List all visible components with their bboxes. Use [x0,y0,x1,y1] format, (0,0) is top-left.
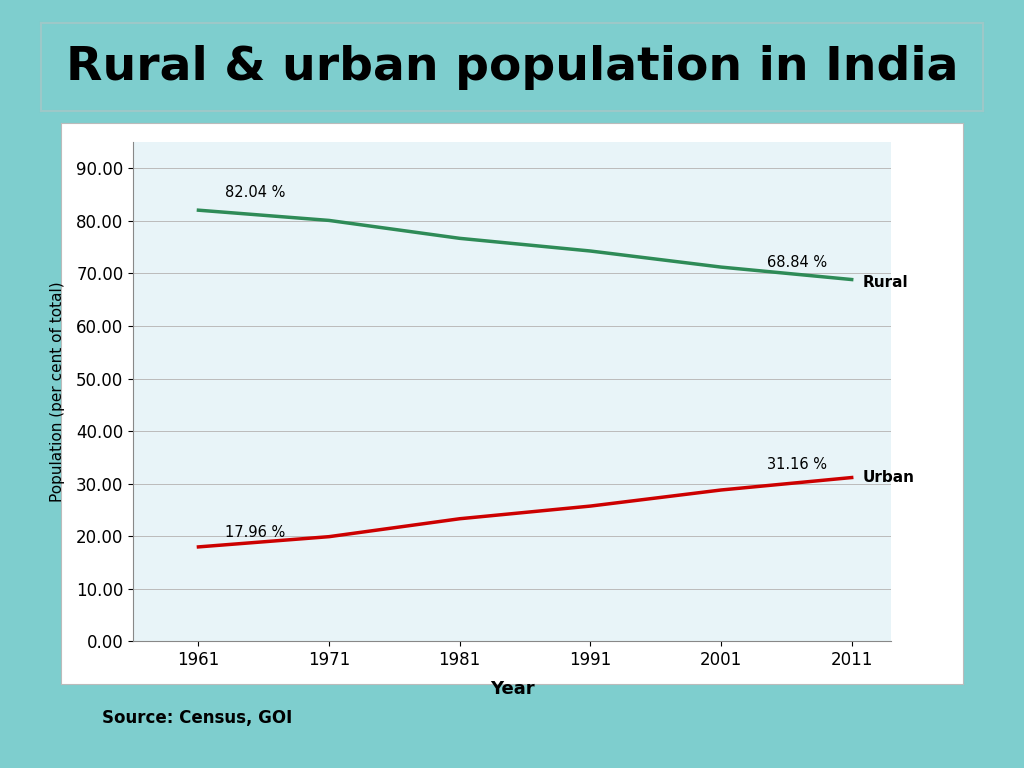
Text: 17.96 %: 17.96 % [224,525,285,540]
Text: Urban: Urban [862,470,914,485]
Text: Rural & urban population in India: Rural & urban population in India [66,45,958,90]
Y-axis label: Population (per cent of total): Population (per cent of total) [50,281,65,502]
X-axis label: Year: Year [489,680,535,698]
Text: Rural: Rural [862,275,907,290]
Text: 68.84 %: 68.84 % [767,255,827,270]
Text: Source: Census, GOI: Source: Census, GOI [102,709,293,727]
Text: 31.16 %: 31.16 % [767,457,826,472]
Text: 82.04 %: 82.04 % [224,185,285,200]
